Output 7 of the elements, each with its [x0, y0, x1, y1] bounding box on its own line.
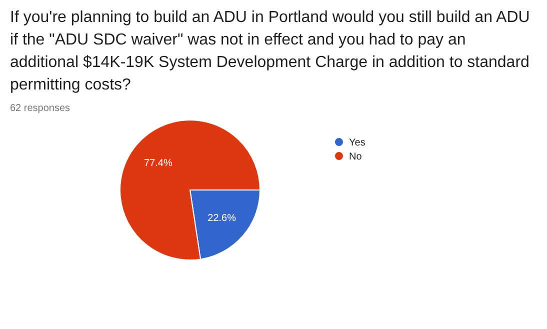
data-label: 22.6%	[208, 212, 236, 224]
text: 62 responses	[10, 103, 70, 114]
legend-label: No	[349, 152, 362, 162]
data-label: 77.4%	[144, 158, 172, 170]
chart-title: If you're planning to build an ADU in Portland would you still build an ADU if the "ADU SDC waiver" was not in effect and you had to pay an additional $14K-19K System Development Charge in addition to standard permitting costs?	[10, 9, 530, 94]
legend-label: Yes	[349, 138, 366, 148]
pie-slice	[120, 120, 260, 260]
